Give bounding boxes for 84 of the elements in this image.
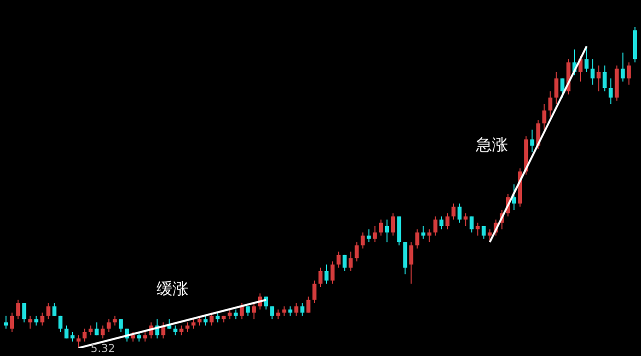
candlestick xyxy=(409,242,414,284)
candlestick xyxy=(300,302,304,316)
candlestick xyxy=(470,216,474,233)
candlestick xyxy=(488,228,492,243)
candlestick xyxy=(70,331,75,342)
candlestick xyxy=(4,315,8,330)
candlestick xyxy=(554,71,558,105)
candlestick xyxy=(64,325,68,339)
candlestick xyxy=(378,219,383,236)
annotation: 急涨 xyxy=(475,134,508,154)
candlestick xyxy=(46,302,50,320)
annotation: 5.32 xyxy=(90,342,116,355)
candlestick xyxy=(360,232,365,249)
candlestick xyxy=(542,104,546,130)
candlestick xyxy=(210,312,214,326)
candlestick xyxy=(445,212,450,230)
candlestick xyxy=(354,242,359,262)
candlestick xyxy=(88,325,93,336)
candlestick xyxy=(391,212,396,236)
candlestick xyxy=(204,315,208,326)
candlestick xyxy=(318,267,322,288)
candlestick xyxy=(439,216,444,230)
candlestick xyxy=(173,325,178,336)
candlestick xyxy=(560,78,564,98)
candlestick xyxy=(415,228,420,249)
candlestick xyxy=(385,219,389,243)
candlestick xyxy=(100,325,105,339)
candlestick xyxy=(584,46,589,72)
candlestick xyxy=(228,308,232,320)
candlestick xyxy=(608,78,613,105)
candlestick xyxy=(602,65,607,92)
candlestick xyxy=(118,318,123,332)
candlestick xyxy=(22,302,26,323)
candlestick xyxy=(324,264,329,284)
candlestick xyxy=(476,222,480,236)
candlestick xyxy=(294,302,298,316)
candlestick xyxy=(234,308,238,320)
candlestick xyxy=(52,302,56,316)
candlestick xyxy=(10,312,14,332)
candlestick xyxy=(270,306,274,320)
candlestick xyxy=(458,203,462,224)
candlestick xyxy=(240,302,244,320)
candlestick xyxy=(112,315,117,326)
candlestick xyxy=(336,251,341,268)
candlestick xyxy=(452,203,456,220)
candlestick xyxy=(288,306,292,316)
candlestick xyxy=(372,226,377,243)
candlestick xyxy=(590,58,595,86)
candlestick xyxy=(482,226,486,240)
candlestick xyxy=(342,254,347,272)
candlestick xyxy=(16,299,20,320)
candlestick xyxy=(179,325,184,336)
candlestick xyxy=(216,312,220,323)
candlestick xyxy=(40,312,44,326)
candlestick xyxy=(330,260,335,284)
candlestick xyxy=(427,228,432,243)
candlestick xyxy=(106,318,111,332)
candlestick xyxy=(58,315,62,332)
candlestick xyxy=(306,296,310,314)
candlestick xyxy=(620,52,625,82)
candlestick xyxy=(282,306,286,316)
candlestick xyxy=(433,216,438,236)
candlestick xyxy=(366,228,371,243)
candlestick xyxy=(76,334,81,348)
candlestick xyxy=(512,184,516,210)
candlestick xyxy=(348,251,353,272)
candlestick xyxy=(276,308,280,320)
candlestick xyxy=(185,322,190,332)
candlestick xyxy=(143,331,148,342)
candlestick xyxy=(596,65,601,92)
annotation: 缓涨 xyxy=(156,278,188,298)
candlestick xyxy=(82,328,87,342)
candlestick xyxy=(626,62,631,86)
candlestick xyxy=(530,129,534,153)
candlestick xyxy=(191,318,196,330)
candlestick xyxy=(94,322,99,336)
candlestick xyxy=(28,315,32,330)
candlestick xyxy=(548,90,552,118)
candlestick xyxy=(264,296,268,310)
candlestick xyxy=(464,212,468,227)
candlestick xyxy=(421,226,426,240)
candlestick xyxy=(34,315,38,326)
candlestick xyxy=(252,302,256,320)
candlestick xyxy=(312,280,316,304)
